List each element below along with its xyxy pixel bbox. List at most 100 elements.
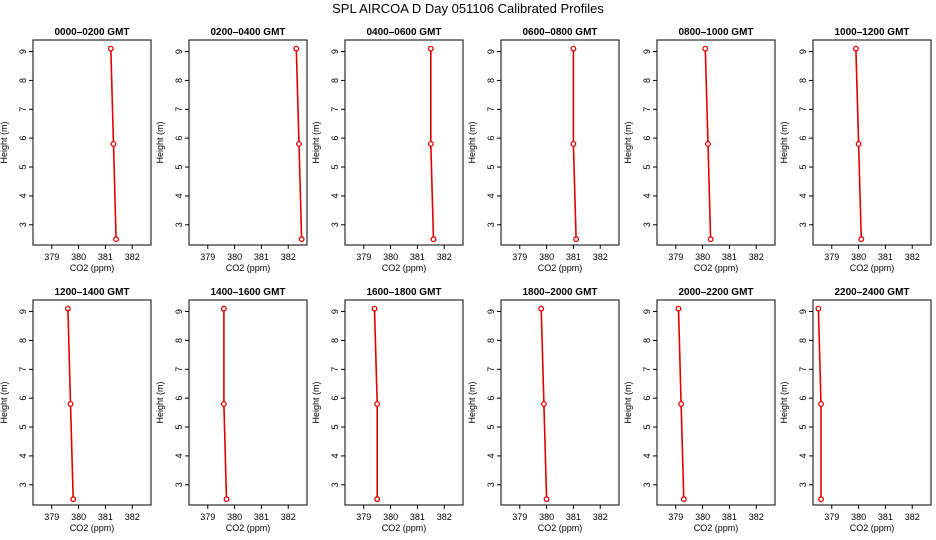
y-tick-label: 8 [18, 78, 28, 83]
y-tick-label: 7 [18, 367, 28, 372]
y-tick-label: 5 [486, 165, 496, 170]
x-tick-label: 381 [98, 512, 113, 522]
profile-panel: 0800–1000 GMT 3 4 5 6 7 8 9 379 380 381 382 CO2 (ppm… [623, 27, 776, 273]
x-tick-label: 379 [200, 252, 215, 262]
x-tick-label: 379 [824, 512, 839, 522]
data-point [64, 305, 71, 312]
y-tick-label: 7 [330, 107, 340, 112]
x-axis-label: CO2 (ppm) [70, 263, 115, 273]
profile-panel: 0200–0400 GMT 3 4 5 6 7 8 9 379 380 381 382 CO2 (ppm… [155, 27, 308, 273]
y-tick-label: 6 [486, 396, 496, 401]
x-axis-label: CO2 (ppm) [226, 263, 271, 273]
x-axis-label: CO2 (ppm) [538, 523, 583, 533]
plot-frame [188, 39, 308, 246]
panel-title: 2200–2400 GMT [834, 287, 909, 298]
x-tick-label: 382 [749, 512, 764, 522]
panel-title: 0200–0400 GMT [210, 27, 285, 38]
y-tick-label: 7 [642, 107, 652, 112]
x-tick-label: 380 [851, 252, 866, 262]
x-tick-label: 381 [410, 252, 425, 262]
y-tick-label: 7 [330, 367, 340, 372]
data-point [538, 305, 545, 312]
panel-title: 1000–1200 GMT [834, 27, 909, 38]
y-tick-label: 5 [18, 165, 28, 170]
data-point [70, 496, 77, 503]
y-tick-label: 3 [174, 222, 184, 227]
profile-panel: 1600–1800 GMT 3 4 5 6 7 8 9 379 380 381 382 CO2 (ppm… [311, 287, 464, 533]
data-point [220, 305, 227, 312]
data-point [293, 45, 300, 52]
x-tick-label: 380 [851, 512, 866, 522]
y-axis-label: Height (m) [155, 121, 165, 163]
plot-frame [32, 39, 152, 246]
y-tick-label: 8 [486, 338, 496, 343]
y-tick-label: 6 [18, 136, 28, 141]
x-tick-label: 382 [593, 512, 608, 522]
data-point [680, 496, 687, 503]
data-point [430, 236, 437, 243]
y-tick-label: 4 [18, 193, 28, 198]
y-tick-label: 8 [174, 78, 184, 83]
y-tick-label: 4 [798, 453, 808, 458]
y-tick-label: 8 [486, 78, 496, 83]
x-tick-label: 379 [44, 512, 59, 522]
y-tick-label: 4 [642, 453, 652, 458]
y-tick-label: 8 [798, 78, 808, 83]
y-tick-label: 8 [642, 78, 652, 83]
data-point [67, 400, 74, 407]
profile-panel: 0400–0600 GMT 3 4 5 6 7 8 9 379 380 381 382 CO2 (ppm… [311, 27, 464, 273]
profile-panel: 0000–0200 GMT 3 4 5 6 7 8 9 379 380 381 382 CO2 (ppm… [0, 27, 152, 273]
y-tick-label: 3 [18, 482, 28, 487]
y-tick-label: 5 [642, 165, 652, 170]
y-tick-label: 9 [174, 49, 184, 54]
x-tick-label: 382 [281, 252, 296, 262]
y-tick-label: 6 [174, 396, 184, 401]
y-tick-label: 4 [18, 453, 28, 458]
data-point [220, 400, 227, 407]
y-tick-label: 5 [798, 165, 808, 170]
x-tick-label: 379 [668, 512, 683, 522]
x-tick-label: 379 [824, 252, 839, 262]
x-tick-label: 381 [566, 252, 581, 262]
x-axis-label: CO2 (ppm) [70, 523, 115, 533]
panel-title: 0000–0200 GMT [54, 27, 129, 38]
x-tick-label: 379 [512, 252, 527, 262]
x-tick-label: 380 [695, 512, 710, 522]
y-tick-label: 5 [798, 425, 808, 430]
data-point [678, 400, 685, 407]
data-point [540, 400, 547, 407]
y-tick-label: 7 [174, 107, 184, 112]
y-tick-label: 4 [642, 193, 652, 198]
data-point [374, 400, 381, 407]
profile-panel: 2000–2200 GMT 3 4 5 6 7 8 9 379 380 381 382 CO2 (ppm… [623, 287, 776, 533]
data-point [570, 45, 577, 52]
x-axis-label: CO2 (ppm) [226, 523, 271, 533]
y-axis-label: Height (m) [311, 381, 321, 423]
plot-frame [500, 39, 620, 246]
y-tick-label: 9 [486, 309, 496, 314]
x-tick-label: 380 [695, 252, 710, 262]
x-tick-label: 379 [512, 512, 527, 522]
y-tick-label: 4 [330, 193, 340, 198]
x-tick-label: 381 [878, 512, 893, 522]
plot-frame [500, 299, 620, 506]
y-tick-label: 3 [330, 222, 340, 227]
data-point [223, 496, 230, 503]
y-tick-label: 3 [798, 482, 808, 487]
data-point [705, 140, 711, 147]
data-point [427, 140, 434, 147]
y-tick-label: 7 [798, 107, 808, 112]
y-axis-label: Height (m) [779, 121, 789, 163]
panel-title: 2000–2200 GMT [678, 287, 753, 298]
x-tick-label: 380 [227, 252, 242, 262]
y-axis-label: Height (m) [467, 381, 477, 423]
data-point [298, 236, 305, 243]
x-tick-label: 382 [905, 512, 920, 522]
y-tick-label: 4 [330, 453, 340, 458]
x-tick-label: 382 [749, 252, 764, 262]
y-tick-label: 9 [642, 309, 652, 314]
y-tick-label: 9 [330, 49, 340, 54]
y-tick-label: 4 [174, 193, 184, 198]
x-tick-label: 382 [437, 512, 452, 522]
